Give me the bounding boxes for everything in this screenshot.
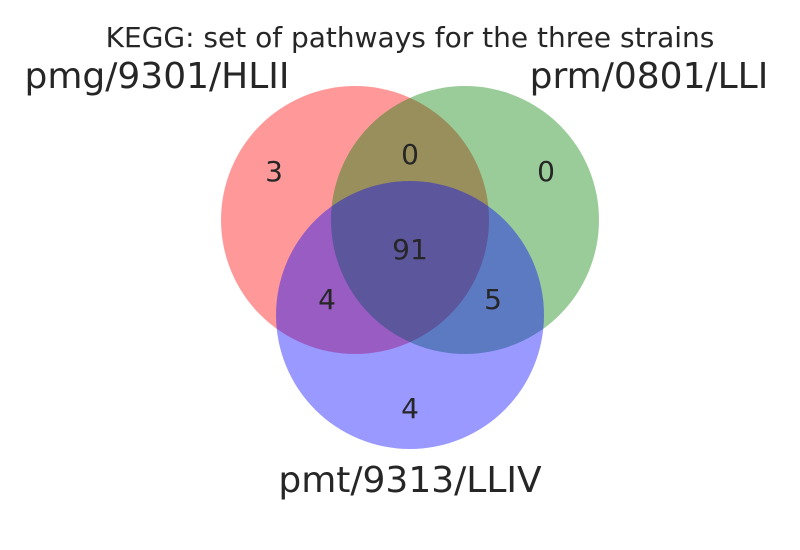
- set-label-prm-0801-lli: prm/0801/LLI: [530, 56, 769, 97]
- count-prm-only: 0: [537, 155, 555, 188]
- set-label-pmt-9313-lliv: pmt/9313/LLIV: [278, 460, 542, 501]
- set-circle-pmt-9313-lliv: [276, 181, 544, 449]
- set-circle-prm-0801-lli: [331, 86, 599, 354]
- count-pmt-only: 4: [401, 392, 419, 425]
- set-circles: [221, 86, 599, 449]
- count-pmg-only: 3: [265, 155, 283, 188]
- count-pmg-pmt: 4: [318, 283, 336, 316]
- count-pmg-prm: 0: [401, 138, 419, 171]
- count-all-three: 91: [392, 233, 428, 266]
- count-prm-pmt: 5: [484, 283, 502, 316]
- region-counts: 3 0 4 0 4 5 91: [265, 138, 555, 425]
- set-label-pmg-9301-hlii: pmg/9301/HLII: [24, 56, 289, 97]
- diagram-title: KEGG: set of pathways for the three stra…: [106, 21, 715, 54]
- set-circle-pmg-9301-hlii: [221, 86, 489, 354]
